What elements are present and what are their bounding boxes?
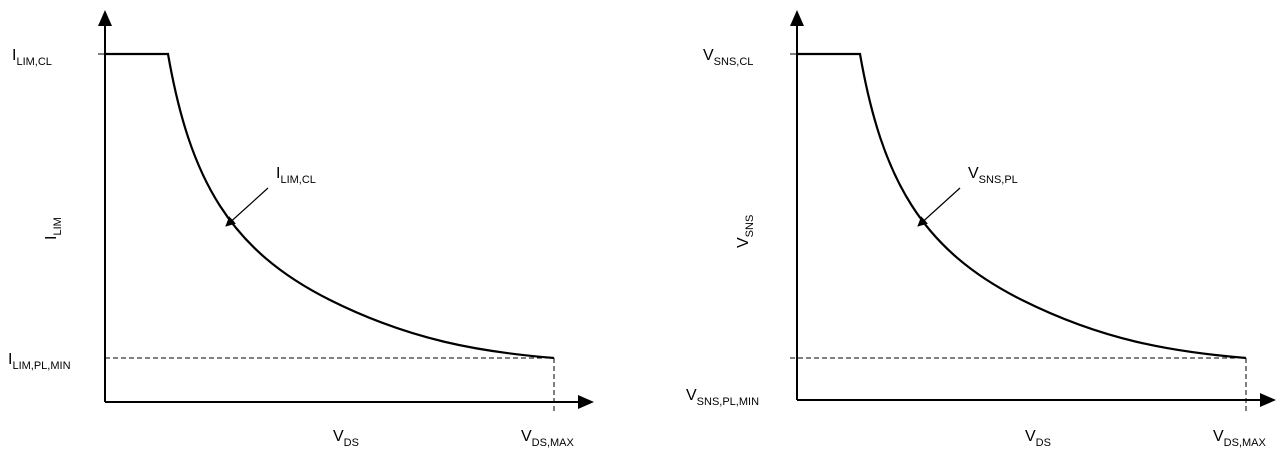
current-limit-diagram: ILIM,CL ILIM,PL,MIN ILIM ILIM,CL VDS VDS…: [8, 10, 594, 449]
y-top-label: ILIM,CL: [12, 47, 52, 68]
limit-curve: [105, 52, 555, 360]
y-top-label: VSNS,CL: [703, 47, 753, 68]
callout-arrow-icon: [225, 187, 269, 227]
sense-voltage-diagram: VSNS,CL VSNS,PL,MIN VSNS VSNS,PL VDS VDS…: [686, 10, 1276, 449]
x-axis-label: VDS: [333, 428, 359, 449]
y-axis-arrow-icon: [98, 10, 112, 26]
y-axis-label: VSNS: [735, 215, 756, 248]
limit-curve: [797, 52, 1247, 360]
curve-callout-label: ILIM,CL: [276, 165, 316, 186]
y-axis-label: ILIM: [43, 217, 64, 240]
x-axis-label: VDS: [1025, 428, 1051, 449]
x-axis-arrow-icon: [1260, 393, 1276, 407]
x-axis-arrow-icon: [578, 395, 594, 409]
x-end-label: VDS,MAX: [521, 428, 575, 449]
y-bottom-label: VSNS,PL,MIN: [686, 387, 759, 408]
x-end-label: VDS,MAX: [1213, 428, 1267, 449]
curve-callout-label: VSNS,PL: [968, 165, 1018, 186]
callout-arrow-icon: [917, 187, 961, 227]
y-bottom-label: ILIM,PL,MIN: [8, 351, 71, 372]
y-axis-arrow-icon: [790, 10, 804, 26]
